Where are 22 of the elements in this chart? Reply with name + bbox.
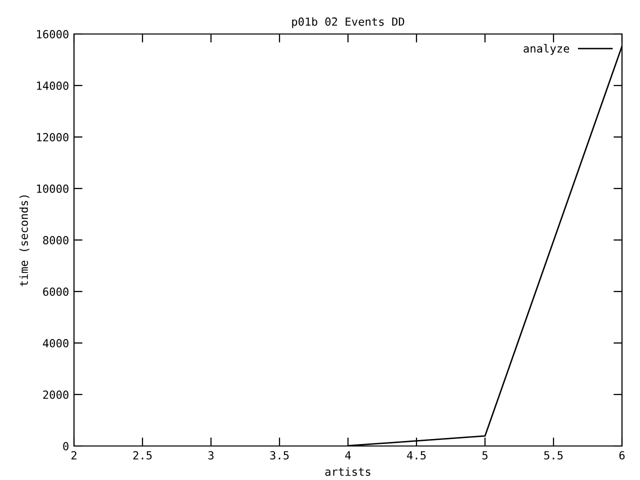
- x-tick-label: 2: [71, 451, 76, 460]
- x-tick-label: 2.5: [133, 451, 152, 460]
- y-tick-label: 14000: [37, 82, 68, 90]
- y-tick-label: 2000: [43, 390, 68, 399]
- x-tick-label: 6: [619, 451, 625, 460]
- y-tick-label: 8000: [43, 236, 68, 244]
- x-tick-label: 3: [208, 451, 214, 460]
- y-tick-label: 4000: [42, 339, 68, 348]
- chart-title: p01b 02 Events DD: [292, 17, 404, 28]
- y-tick-label: 6000: [43, 288, 68, 296]
- y-tick-label: 12000: [37, 133, 68, 142]
- y-tick-label: 0: [63, 442, 68, 450]
- x-tick-label: 4: [345, 451, 351, 460]
- y-axis-title: time (seconds): [19, 195, 30, 286]
- x-tick-label: 4.5: [407, 451, 426, 460]
- y-tick-label: 16000: [37, 30, 68, 38]
- x-tick-label: 5: [482, 451, 488, 460]
- legend-label: analyze: [524, 44, 570, 55]
- x-axis-title: artists: [325, 467, 370, 476]
- x-tick-label: 5.5: [544, 451, 563, 460]
- y-tick-label: 10000: [37, 184, 68, 193]
- x-tick-label: 3.5: [270, 451, 289, 460]
